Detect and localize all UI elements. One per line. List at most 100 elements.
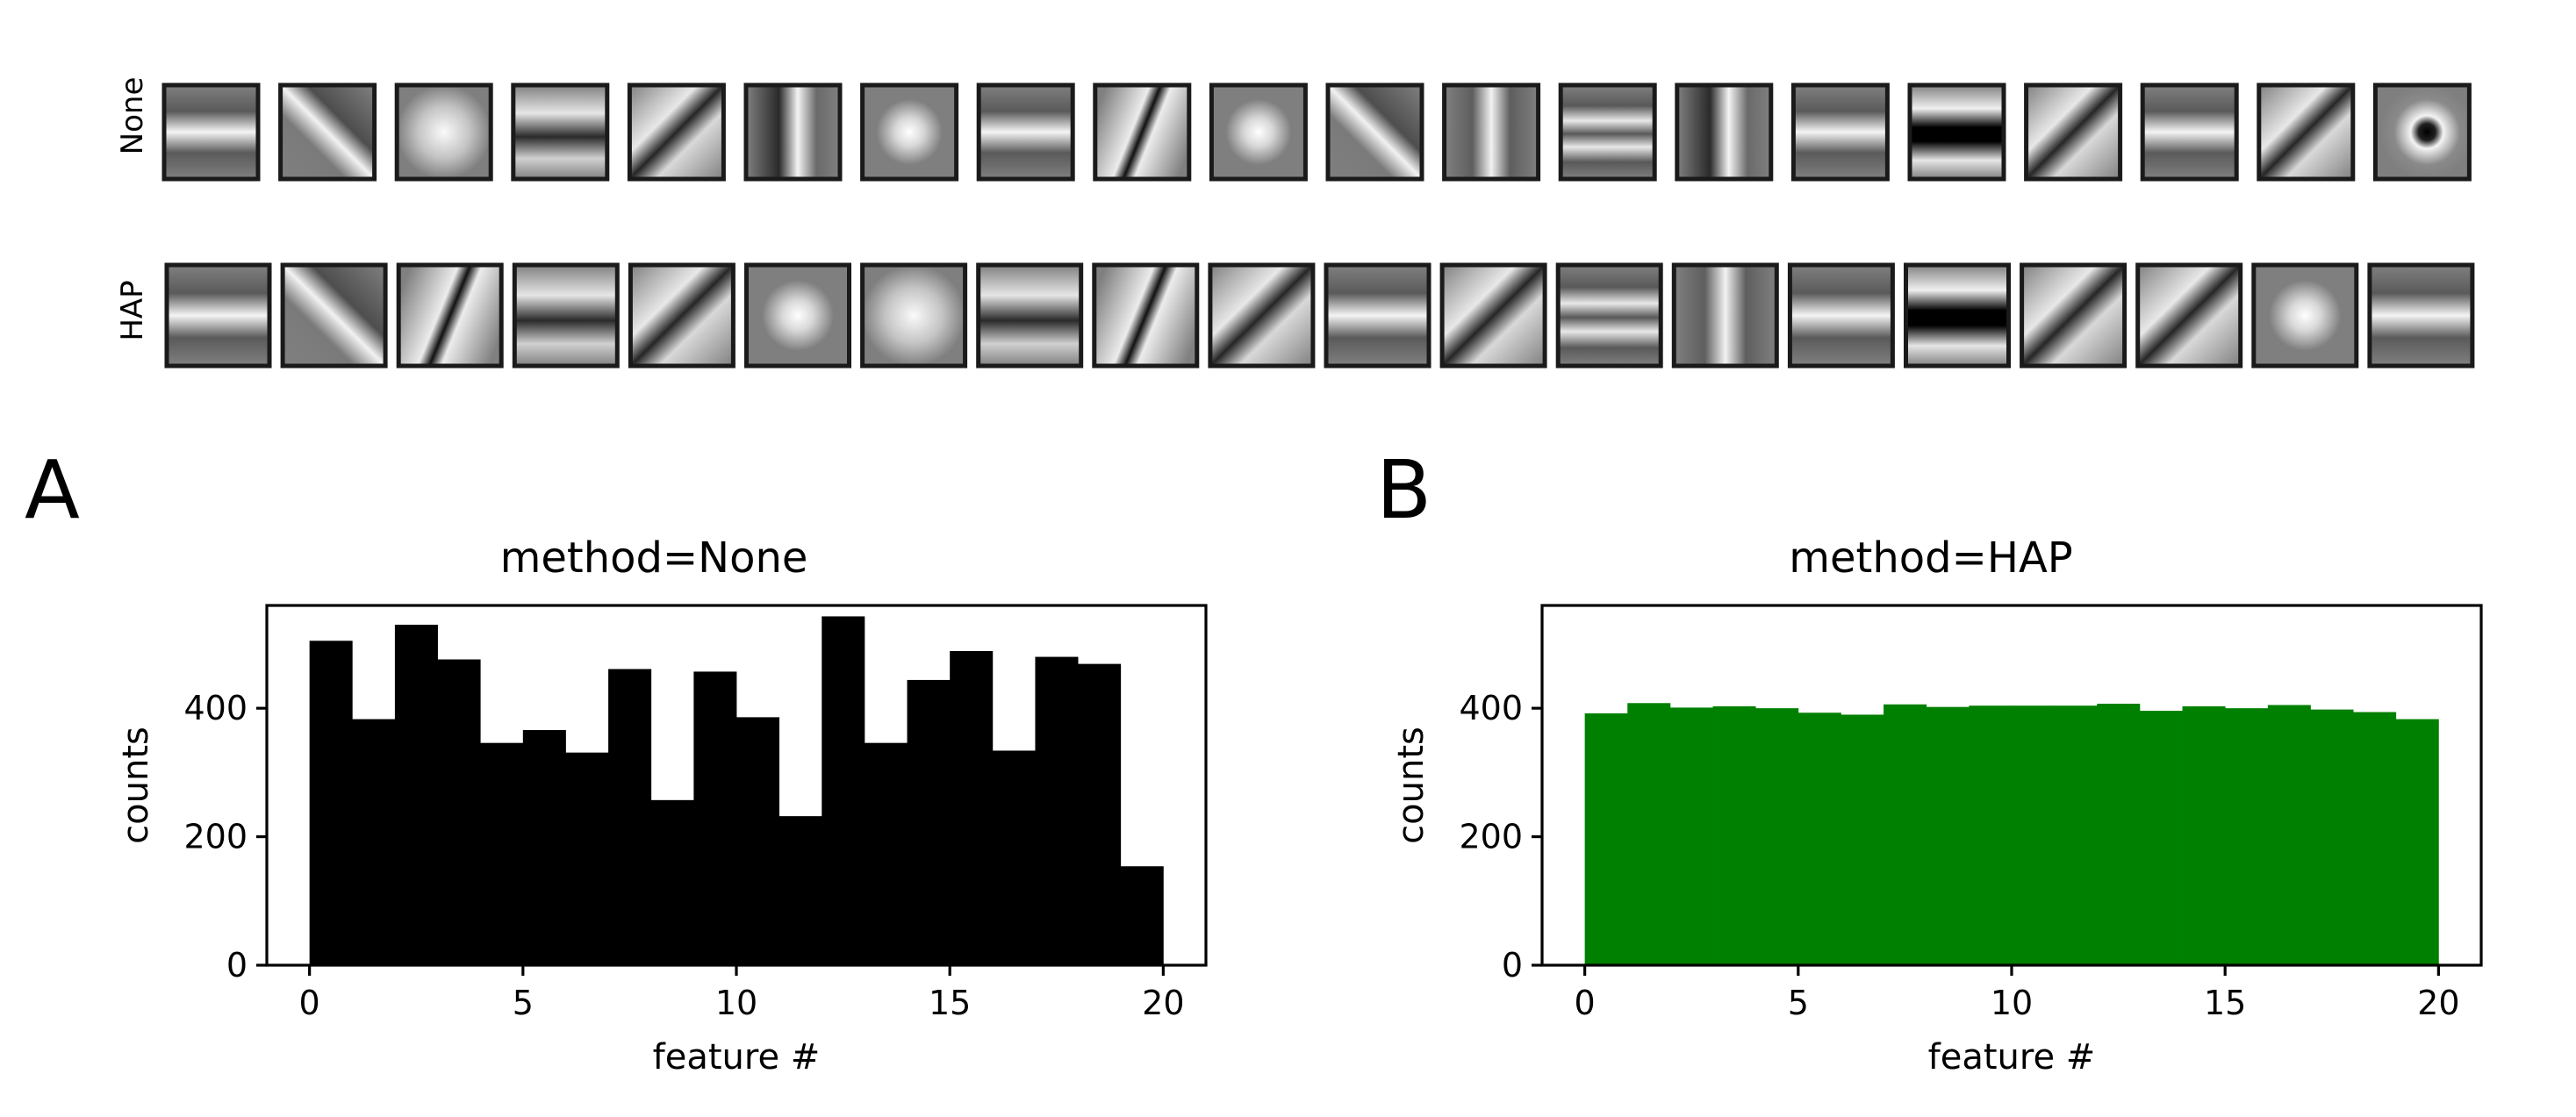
filter-tile bbox=[396, 262, 504, 369]
filter-row-none bbox=[161, 82, 2472, 182]
y-axis-label-a: counts bbox=[116, 727, 156, 844]
filter-tile bbox=[280, 262, 388, 369]
y-tick-label: 0 bbox=[226, 946, 248, 985]
histogram-bar bbox=[1841, 714, 1884, 965]
x-ticks-b: 0 5 10 15 20 bbox=[1575, 965, 2460, 1022]
filter-tile bbox=[860, 82, 959, 182]
x-tick-label: 10 bbox=[715, 984, 757, 1022]
x-tick-label: 0 bbox=[1575, 984, 1596, 1022]
filter-tile bbox=[512, 262, 620, 369]
y-tick-label: 200 bbox=[183, 818, 248, 856]
histogram-bar bbox=[2267, 705, 2311, 965]
chart-title-b: method=HAP bbox=[1789, 533, 2072, 583]
filter-tile bbox=[278, 82, 377, 182]
y-tick-label: 0 bbox=[1502, 946, 1523, 985]
histogram-bar bbox=[2182, 705, 2226, 965]
histogram-bar bbox=[2012, 705, 2056, 965]
bars-b bbox=[1584, 703, 2439, 965]
histogram-bar bbox=[309, 641, 353, 965]
filter-tile bbox=[161, 82, 261, 182]
histogram-bar bbox=[480, 742, 524, 965]
histogram-bar bbox=[565, 752, 609, 965]
histogram-bar bbox=[650, 799, 694, 965]
histogram-bar bbox=[1969, 705, 2013, 965]
filter-tile bbox=[1092, 262, 1200, 369]
histogram-bar bbox=[608, 669, 652, 965]
histogram-bar bbox=[693, 671, 737, 965]
histogram-bar bbox=[1712, 705, 1756, 965]
histogram-bar bbox=[779, 816, 822, 965]
filter-tile bbox=[1442, 82, 1541, 182]
y-tick-label: 400 bbox=[183, 689, 248, 727]
histogram-bar bbox=[1035, 656, 1079, 965]
histogram-bar bbox=[1669, 707, 1713, 965]
y-axis-label-b: counts bbox=[1391, 727, 1432, 844]
filter-tile bbox=[1790, 82, 1890, 182]
panel-letter-a: A bbox=[25, 443, 80, 537]
filter-grid: None HAP bbox=[115, 77, 2475, 369]
x-tick-label: 20 bbox=[2417, 984, 2459, 1022]
x-tick-label: 5 bbox=[1788, 984, 1809, 1022]
row-label-hap: HAP bbox=[115, 280, 150, 340]
filter-tile bbox=[1671, 262, 1779, 369]
chart-title-a: method=None bbox=[500, 533, 808, 583]
histogram-bar bbox=[950, 650, 994, 965]
histogram-bar bbox=[1584, 713, 1628, 965]
filter-tile bbox=[1904, 262, 2011, 369]
x-axis-label-b: feature # bbox=[1928, 1037, 2096, 1078]
panel-a: A method=None 0 5 10 15 20 0 200 400 feature #… bbox=[25, 443, 1208, 1078]
histogram-bar bbox=[2353, 712, 2397, 965]
filter-tile bbox=[976, 262, 1084, 369]
filter-tile bbox=[1209, 82, 1308, 182]
filter-tile bbox=[1439, 262, 1547, 369]
filter-tile bbox=[743, 82, 843, 182]
histogram-bar bbox=[2395, 719, 2439, 965]
filter-tile bbox=[628, 262, 735, 369]
filter-tile bbox=[1558, 82, 1657, 182]
histogram-bar bbox=[2139, 711, 2183, 965]
histogram-bar bbox=[2225, 708, 2269, 965]
x-tick-label: 15 bbox=[2204, 984, 2246, 1022]
filter-tile bbox=[1787, 262, 1895, 369]
panel-letter-b: B bbox=[1376, 443, 1432, 537]
histogram-bar bbox=[394, 624, 438, 965]
x-tick-label: 15 bbox=[929, 984, 971, 1022]
histogram-bar bbox=[1627, 703, 1671, 965]
filter-tile bbox=[1555, 262, 1663, 369]
filter-tile bbox=[394, 82, 493, 182]
filter-tile bbox=[1208, 262, 1316, 369]
histogram-bar bbox=[522, 730, 566, 965]
x-axis-label-a: feature # bbox=[653, 1037, 821, 1078]
y-tick-label: 400 bbox=[1459, 689, 1523, 727]
y-tick-label: 200 bbox=[1459, 818, 1523, 856]
filter-tile bbox=[2251, 262, 2359, 369]
filter-tile bbox=[2135, 262, 2243, 369]
histogram-bar bbox=[1755, 708, 1799, 965]
filter-tile bbox=[511, 82, 610, 182]
x-tick-label: 5 bbox=[513, 984, 534, 1022]
histogram-bar bbox=[437, 659, 481, 965]
filter-tile bbox=[1907, 82, 2006, 182]
filter-row-hap bbox=[164, 262, 2475, 369]
histogram-bar bbox=[992, 750, 1036, 965]
histogram-bar bbox=[2097, 704, 2141, 965]
y-ticks-b: 0 200 400 bbox=[1459, 689, 1542, 985]
filter-tile bbox=[2257, 82, 2356, 182]
filter-tile bbox=[1675, 82, 1774, 182]
filter-tile bbox=[627, 82, 726, 182]
histogram-bar bbox=[822, 616, 865, 965]
filter-tile bbox=[744, 262, 851, 369]
filter-tile bbox=[2020, 262, 2128, 369]
filter-tile bbox=[164, 262, 272, 369]
bars-a bbox=[309, 616, 1164, 965]
filter-tile bbox=[2024, 82, 2123, 182]
filter-tile bbox=[2140, 82, 2239, 182]
filter-tile bbox=[2367, 262, 2475, 369]
histogram-bar bbox=[1884, 704, 1927, 965]
histogram-bar bbox=[2310, 709, 2354, 965]
filter-tile bbox=[1093, 82, 1192, 182]
x-ticks-a: 0 5 10 15 20 bbox=[299, 965, 1185, 1022]
filter-tile bbox=[976, 82, 1075, 182]
